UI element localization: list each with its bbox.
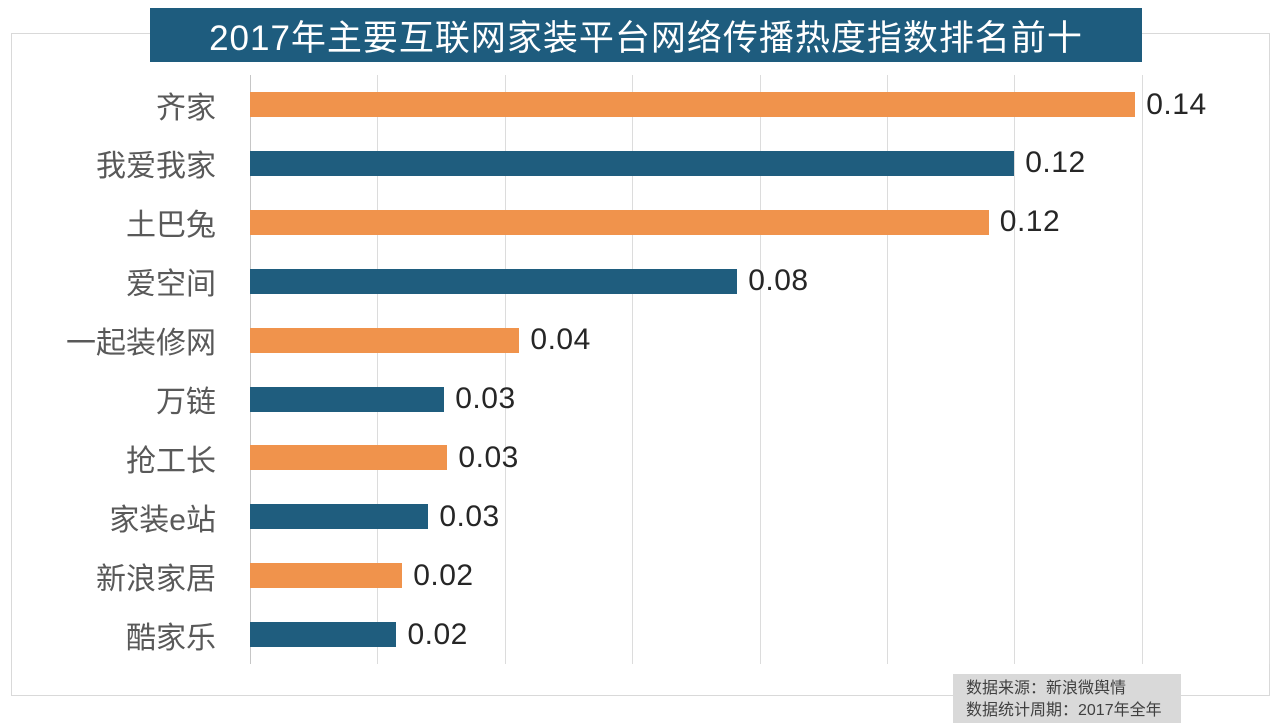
chart-title-banner: 2017年主要互联网家装平台网络传播热度指数排名前十 xyxy=(150,8,1142,62)
value-label: 0.04 xyxy=(530,323,591,357)
bar xyxy=(250,150,1015,176)
bar xyxy=(250,209,989,235)
x-gridline xyxy=(886,75,888,664)
x-gridline xyxy=(504,75,506,664)
value-label: 0.02 xyxy=(413,558,474,592)
category-label: 万链 xyxy=(156,386,216,419)
bar xyxy=(250,504,429,530)
bar-row: 0.03 xyxy=(250,370,1269,429)
category-label: 一起装修网 xyxy=(66,327,216,361)
bar-row: 0.12 xyxy=(250,134,1269,193)
category-label: 土巴兔 xyxy=(126,209,216,243)
bar-row: 0.03 xyxy=(250,487,1269,546)
category-label: 我爱我家 xyxy=(96,150,216,184)
data-period-text: 数据统计周期：2017年全年 xyxy=(966,702,1162,719)
bar-row: 0.08 xyxy=(250,252,1269,311)
bar-row: 0.02 xyxy=(250,605,1269,664)
x-gridline xyxy=(632,75,634,664)
category-label: 抢工长 xyxy=(126,444,216,478)
bar xyxy=(250,268,738,294)
data-source-text: 数据来源：新浪微舆情 xyxy=(966,680,1127,697)
bar-row: 0.03 xyxy=(250,428,1269,487)
category-axis: 齐家我爱我家土巴兔爱空间一起装修网万链抢工长家装e站新浪家居酷家乐 xyxy=(0,75,216,664)
category-label: 齐家 xyxy=(156,91,216,125)
chart-title: 2017年主要互联网家装平台网络传播热度指数排名前十 xyxy=(209,18,1083,58)
bar-row: 0.04 xyxy=(250,311,1269,370)
bar xyxy=(250,622,397,648)
x-gridline xyxy=(1269,75,1270,664)
value-label: 0.08 xyxy=(748,264,809,298)
bar xyxy=(250,445,448,471)
x-gridline xyxy=(759,75,761,664)
value-label: 0.12 xyxy=(999,205,1061,239)
bar xyxy=(250,563,403,589)
bar xyxy=(250,327,520,353)
x-gridline xyxy=(1014,75,1016,664)
bar xyxy=(250,92,1136,117)
bar-row: 0.02 xyxy=(250,546,1269,605)
value-label: 0.02 xyxy=(407,617,468,651)
x-gridline xyxy=(377,75,379,664)
y-axis-line xyxy=(250,75,251,664)
value-label: 0.14 xyxy=(1146,87,1207,121)
chart-frame xyxy=(11,33,1270,696)
bar-row: 0.14 xyxy=(250,75,1269,134)
value-label: 0.12 xyxy=(1025,146,1086,180)
bar-row: 0.12 xyxy=(250,193,1269,252)
plot-area: 0.14 0.12 0.12 0.08 0.04 0.03 0.03 0.03 0.02 0.02 xyxy=(250,75,1270,664)
value-label: 0.03 xyxy=(458,440,519,474)
bar xyxy=(250,386,445,412)
category-label: 新浪家居 xyxy=(96,562,216,596)
category-label: 酷家乐 xyxy=(126,621,216,655)
value-label: 0.03 xyxy=(439,499,500,533)
category-label: 爱空间 xyxy=(126,268,216,302)
x-gridline xyxy=(1141,75,1143,664)
footer-note: 数据来源：新浪微舆情 数据统计周期：2017年全年 xyxy=(953,674,1181,723)
category-label: 家装e站 xyxy=(109,503,216,537)
value-label: 0.03 xyxy=(455,382,516,415)
